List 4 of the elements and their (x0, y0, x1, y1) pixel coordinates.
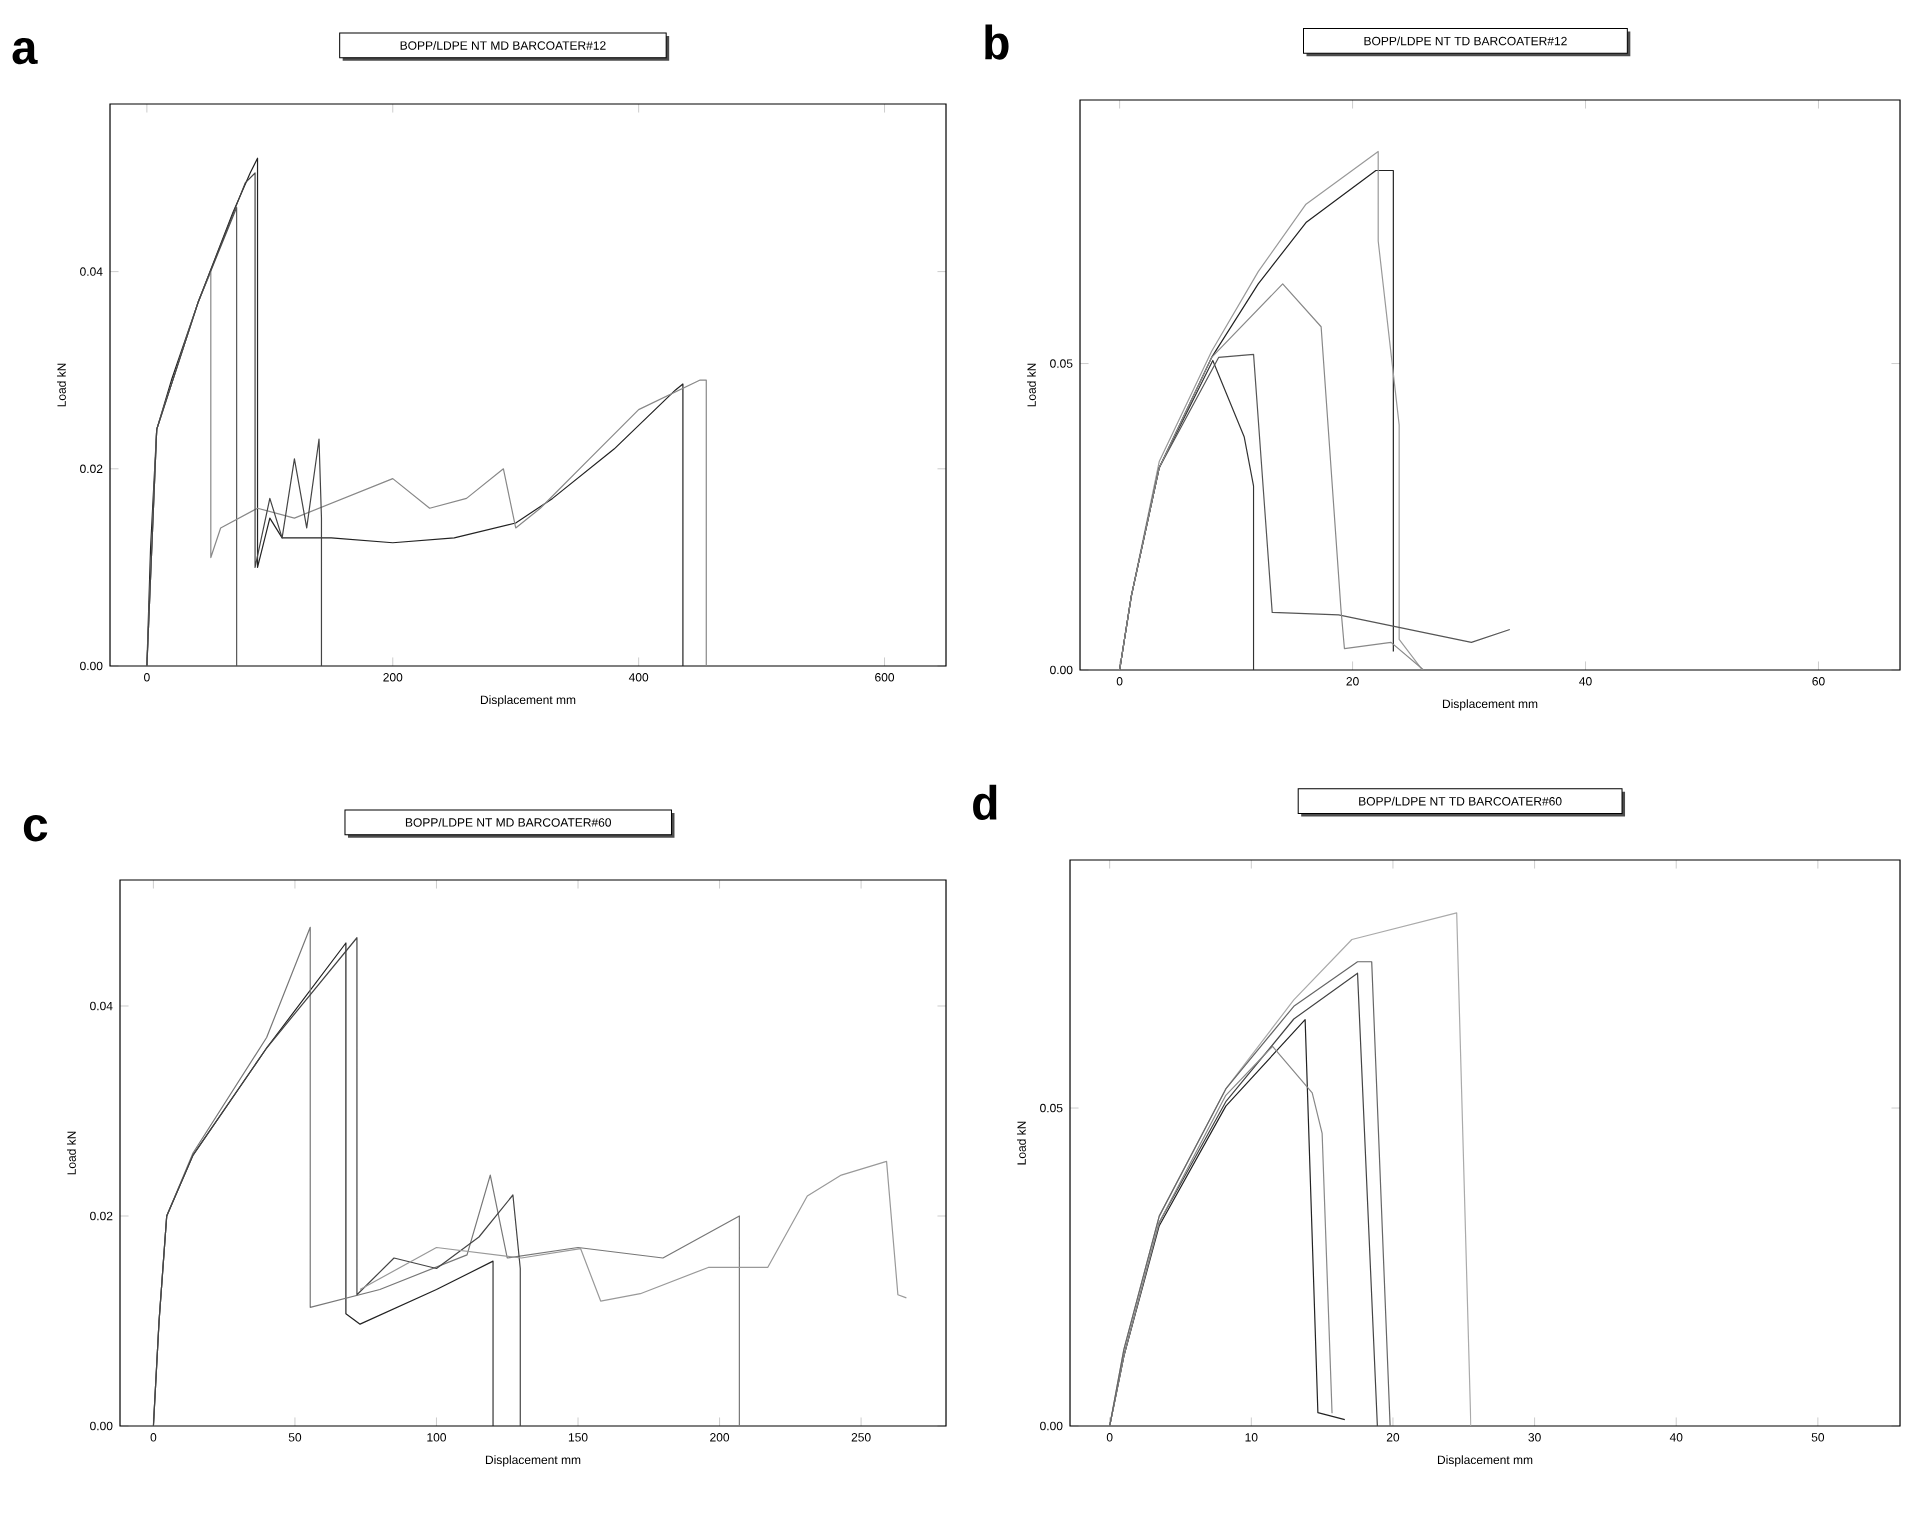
text: b (985, 24, 1009, 60)
text: d (973, 784, 997, 820)
text: c (23, 815, 48, 842)
text: a (12, 37, 38, 65)
